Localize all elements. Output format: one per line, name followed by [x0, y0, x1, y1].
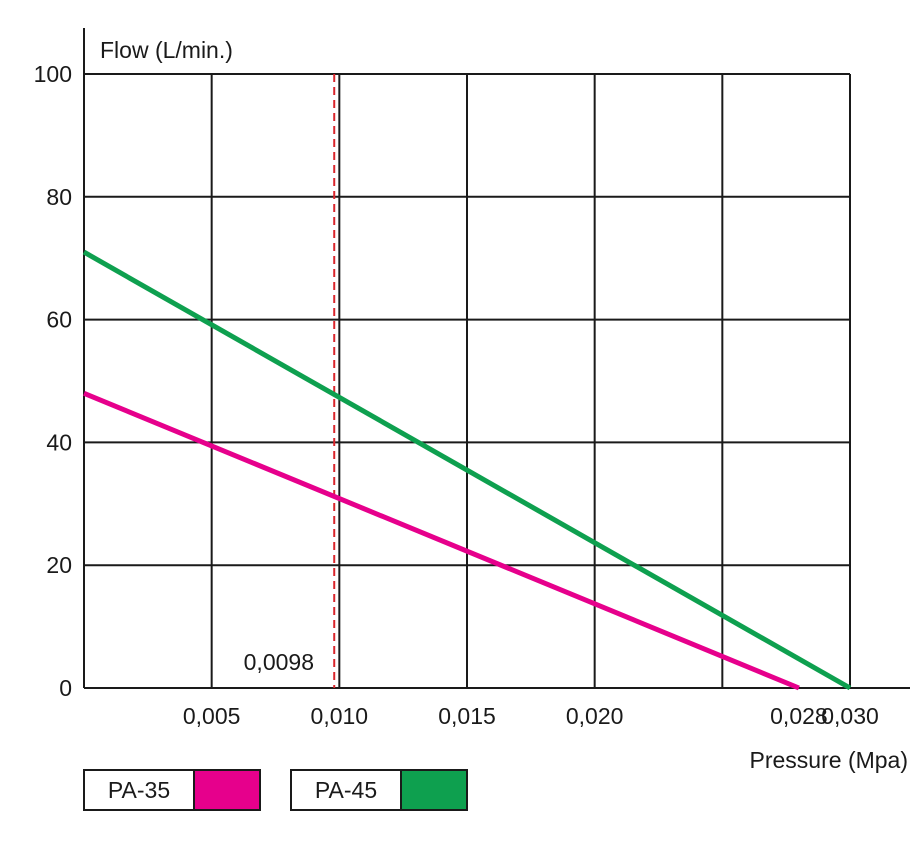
reference-line-label: 0,0098 [244, 649, 314, 675]
y-tick-label: 40 [46, 429, 72, 455]
series-group [82, 249, 852, 691]
legend-item-pa-45: PA-45 [290, 769, 468, 811]
series-line-pa-45 [82, 249, 852, 691]
y-tick-label: 60 [46, 307, 72, 333]
grid [84, 73, 851, 688]
legend-label-pa-45: PA-45 [292, 771, 402, 809]
x-tick-label: 0,028 [770, 703, 828, 729]
x-tick-label: 0,010 [311, 703, 369, 729]
x-tick-label: 0,020 [566, 703, 624, 729]
legend-label-pa-35: PA-35 [85, 771, 195, 809]
legend-swatch-pa-45 [402, 771, 466, 809]
y-axis-title: Flow (L/min.) [100, 37, 233, 63]
x-tick-label: 0,015 [438, 703, 496, 729]
x-axis-title: Pressure (Mpa) [750, 747, 908, 773]
y-tick-label: 0 [59, 675, 72, 701]
legend-swatch-pa-35 [195, 771, 259, 809]
legend-item-pa-35: PA-35 [83, 769, 261, 811]
y-tick-label: 100 [34, 61, 72, 87]
y-tick-label: 20 [46, 552, 72, 578]
axes [83, 28, 910, 689]
y-tick-label: 80 [46, 184, 72, 210]
series-line-pa-35 [83, 390, 800, 691]
x-tick-label: 0,030 [821, 703, 879, 729]
x-tick-label: 0,005 [183, 703, 241, 729]
